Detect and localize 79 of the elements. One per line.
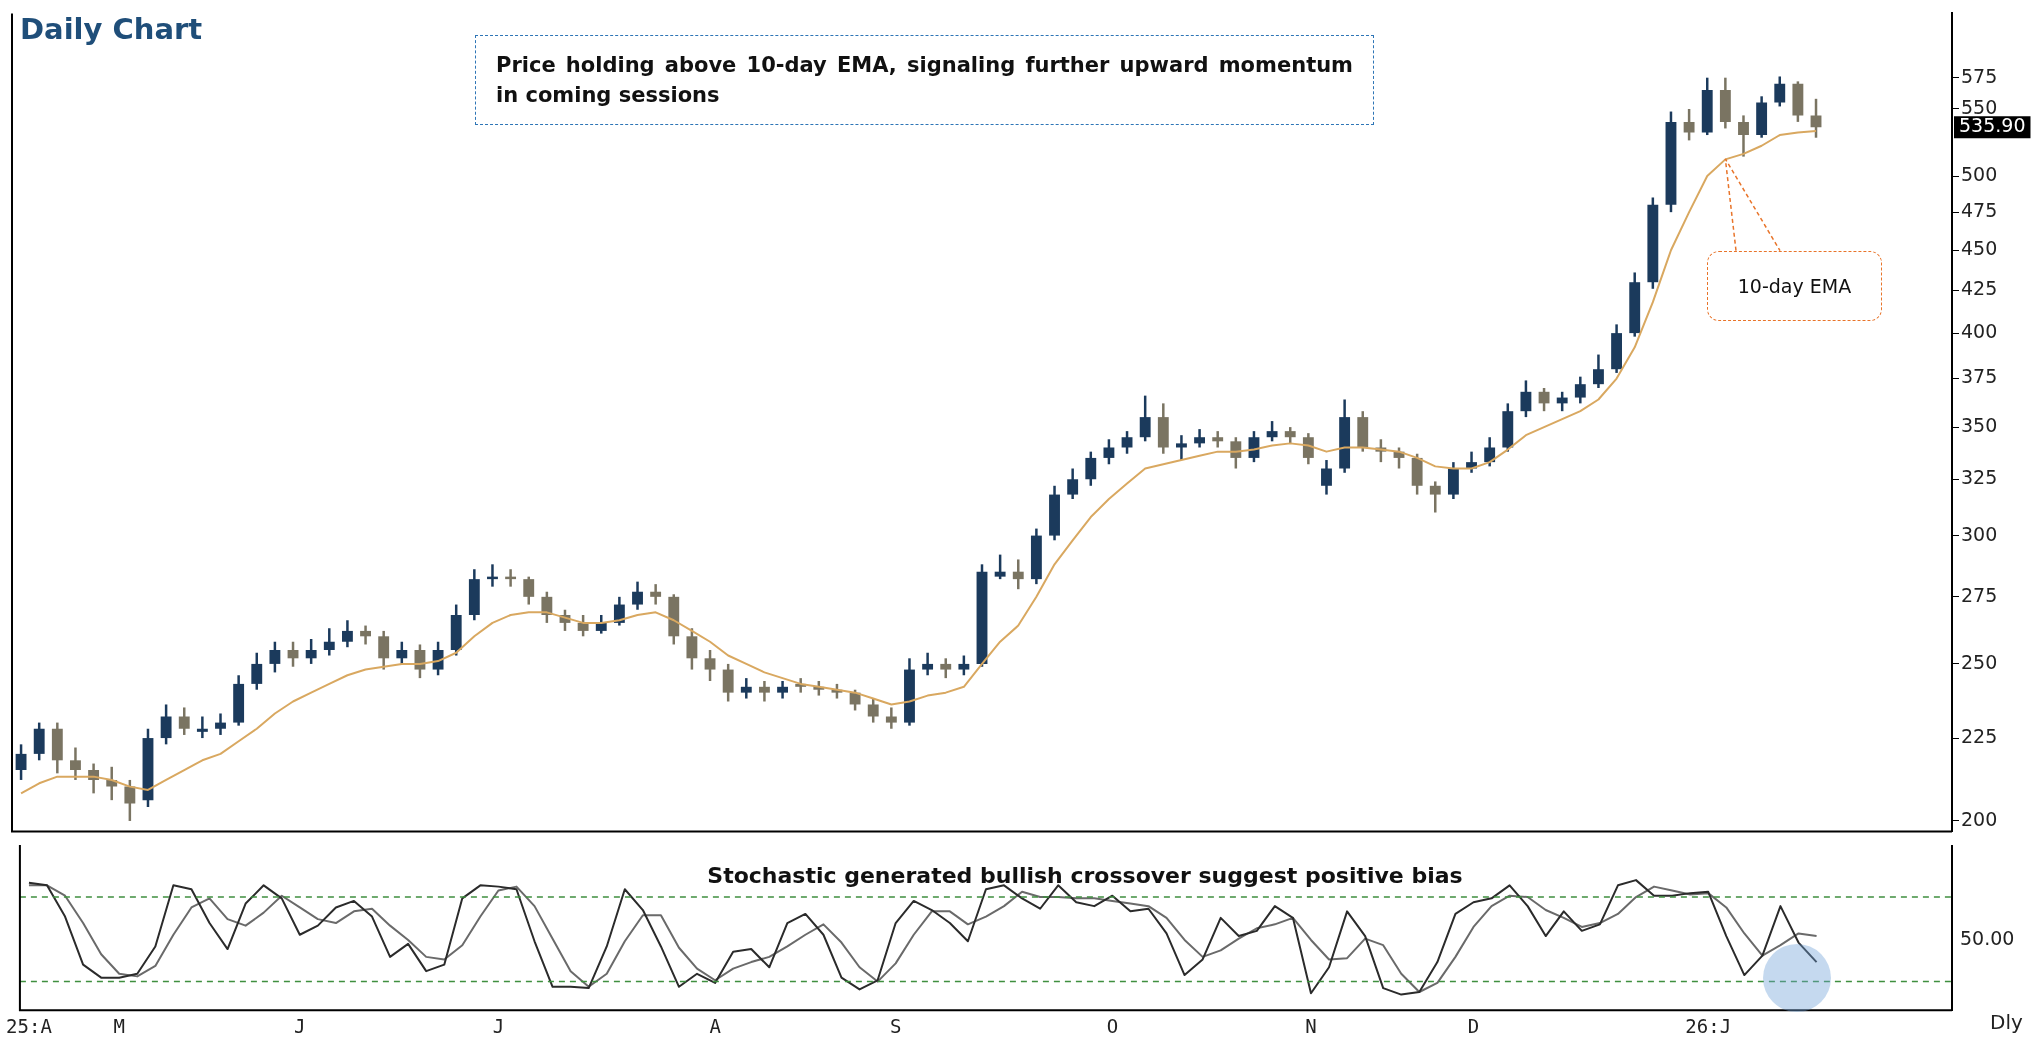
annotation: Price holding above 10-day EMA, signaling further upward momentum in coming sessions bbox=[475, 35, 1374, 125]
candlestick bbox=[704, 648, 716, 683]
candlestick bbox=[378, 629, 390, 671]
candlestick bbox=[740, 676, 752, 700]
candlestick bbox=[360, 624, 371, 646]
candlestick bbox=[341, 619, 353, 649]
x-tick-label: M bbox=[113, 1014, 125, 1037]
candlestick bbox=[758, 679, 770, 703]
candlestick bbox=[70, 746, 81, 782]
x-tick-label: 26:J bbox=[1685, 1014, 1732, 1037]
y-tick-label: 325 bbox=[1961, 466, 1998, 489]
candlestick bbox=[15, 743, 27, 782]
candlestick bbox=[124, 778, 136, 823]
candlestick bbox=[885, 706, 897, 730]
y-tick-label: 400 bbox=[1961, 320, 1998, 343]
candlestick bbox=[940, 657, 952, 680]
candlestick bbox=[1429, 480, 1441, 514]
candlestick bbox=[523, 575, 535, 606]
candlestick bbox=[396, 640, 408, 666]
candlestick bbox=[1810, 97, 1822, 139]
candlestick bbox=[215, 712, 226, 737]
candlestick bbox=[1085, 450, 1097, 488]
candlestick bbox=[1574, 375, 1586, 405]
candlestick bbox=[595, 613, 607, 635]
candlestick bbox=[196, 715, 208, 740]
candlestick bbox=[305, 637, 317, 666]
text: Dly bbox=[1990, 1010, 2023, 1034]
candlestick bbox=[1520, 379, 1532, 419]
x-tick-label: N bbox=[1305, 1014, 1317, 1037]
y-tick-label: 425 bbox=[1961, 277, 1998, 300]
candlestick bbox=[632, 580, 643, 611]
candlestick bbox=[958, 654, 970, 677]
x-tick-label: J bbox=[492, 1014, 505, 1037]
x-tick-label: O bbox=[1106, 1014, 1119, 1037]
candlestick bbox=[1012, 558, 1024, 591]
y-tick-label: 225 bbox=[1961, 725, 1998, 747]
candlestick bbox=[1774, 75, 1786, 108]
candlestick bbox=[722, 662, 734, 703]
candlestick bbox=[686, 626, 698, 671]
candlestick bbox=[1738, 114, 1749, 158]
y-tick-label: 200 bbox=[1961, 807, 1998, 830]
y-tick-label: 500 bbox=[1961, 163, 1998, 185]
candlestick bbox=[922, 651, 934, 677]
candlestick bbox=[1321, 458, 1332, 496]
candlestick bbox=[323, 626, 335, 657]
candlestick bbox=[867, 697, 879, 724]
text: 50.00 bbox=[1960, 927, 2015, 950]
candlestick bbox=[251, 651, 263, 691]
candlestick bbox=[1067, 467, 1079, 501]
chart-title: Stochastic generated bullish crossover suggest positive bias bbox=[706, 863, 1464, 888]
candlestick bbox=[1139, 394, 1151, 443]
candlestick bbox=[1266, 419, 1278, 443]
y-tick-label: 350 bbox=[1961, 414, 1998, 437]
y-tick-label: 300 bbox=[1961, 522, 1998, 545]
candlestick bbox=[1683, 107, 1695, 142]
candlestick bbox=[994, 553, 1006, 581]
x-tick-label: D bbox=[1467, 1014, 1480, 1037]
chart-title: Daily Chart bbox=[20, 12, 203, 46]
x-tick-label: S bbox=[889, 1014, 902, 1037]
y-tick-label: 275 bbox=[1961, 583, 1998, 606]
candlestick bbox=[650, 582, 662, 606]
text: 10-day EMA bbox=[1707, 251, 1882, 321]
candlestick bbox=[1194, 427, 1206, 449]
candlestick bbox=[1176, 433, 1187, 462]
y-tick-label: 450 bbox=[1961, 237, 1998, 260]
candlestick bbox=[1593, 353, 1604, 390]
x-tick-label: J bbox=[294, 1014, 306, 1037]
candlestick bbox=[160, 703, 172, 746]
candlestick bbox=[577, 613, 589, 638]
candlestick bbox=[178, 706, 190, 737]
candlestick bbox=[1484, 435, 1496, 468]
candlestick bbox=[269, 640, 281, 674]
y-tick-label: 250 bbox=[1961, 650, 1998, 673]
x-tick-label: 25:A bbox=[6, 1014, 53, 1037]
y-tick-label: 475 bbox=[1961, 199, 1998, 222]
candlestick bbox=[1103, 438, 1115, 466]
x-tick-label: A bbox=[709, 1014, 722, 1037]
y-tick-label: 375 bbox=[1961, 365, 1998, 388]
y-tick-label: 575 bbox=[1961, 64, 1998, 87]
